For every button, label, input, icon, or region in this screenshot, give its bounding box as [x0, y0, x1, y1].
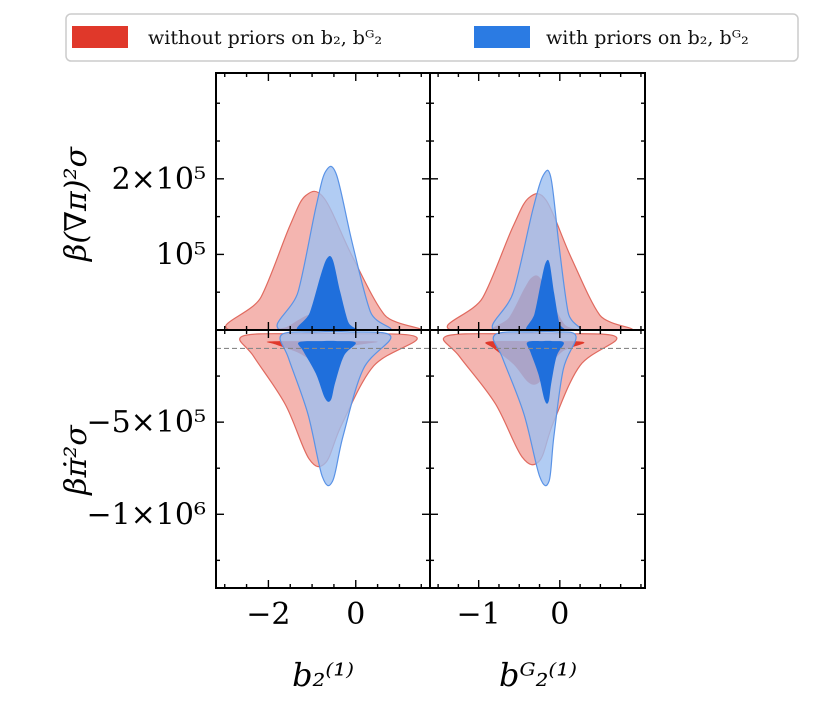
panel-row1-col1 [442, 330, 618, 487]
x-axis-title-left: b₂⁽¹⁾ [292, 656, 354, 694]
legend-swatch-without-priors [72, 26, 128, 48]
x-tick-label: −1 [457, 597, 501, 632]
contour-with-priors-95 [279, 330, 392, 487]
x-tick-label: 0 [346, 597, 365, 632]
legend-label-without-priors: without priors on b₂, bᴳ₂ [148, 27, 382, 49]
y-tick-label: −1×10⁶ [86, 497, 206, 532]
panel-contours [446, 169, 633, 330]
panel-row0-col1 [446, 169, 633, 330]
legend: without priors on b₂, bᴳ₂ with priors on… [65, 13, 799, 62]
contour-with-priors-68 [526, 340, 564, 404]
y-tick-label: 10⁵ [156, 237, 206, 272]
legend-swatch-with-priors [474, 26, 530, 48]
contour-with-priors-95 [276, 165, 392, 330]
panel-frame-r1-c1 [429, 329, 646, 589]
contour-with-priors-68 [298, 340, 356, 402]
y-tick-label: 2×10⁵ [112, 162, 206, 197]
x-tick-label: −2 [246, 597, 290, 632]
contour-with-priors-68 [296, 255, 359, 330]
y-tick-label: −5×10⁵ [86, 405, 206, 440]
x-axis-title-right: bᴳ₂⁽¹⁾ [499, 656, 577, 694]
legend-label-with-priors: with priors on b₂, bᴳ₂ [546, 27, 749, 49]
panel-contours [442, 330, 618, 487]
y-axis-title-bottom: βπ̇²σ [59, 424, 94, 496]
legend-frame [65, 13, 799, 62]
panel-row1-col0 [239, 330, 418, 487]
panel-contours [225, 165, 421, 330]
panel-row0-col0 [225, 165, 421, 330]
axes-layer: 10⁵ 2×10⁵ −5×10⁵ −1×10⁶ −2 0 −1 0 [86, 72, 646, 632]
x-tick-label: 0 [550, 597, 569, 632]
y-axis-title-top: β(∇π)²σ [59, 146, 94, 262]
panel-contours [239, 330, 418, 487]
contour-with-priors-68 [526, 259, 566, 330]
contour-with-priors-95 [492, 330, 577, 487]
